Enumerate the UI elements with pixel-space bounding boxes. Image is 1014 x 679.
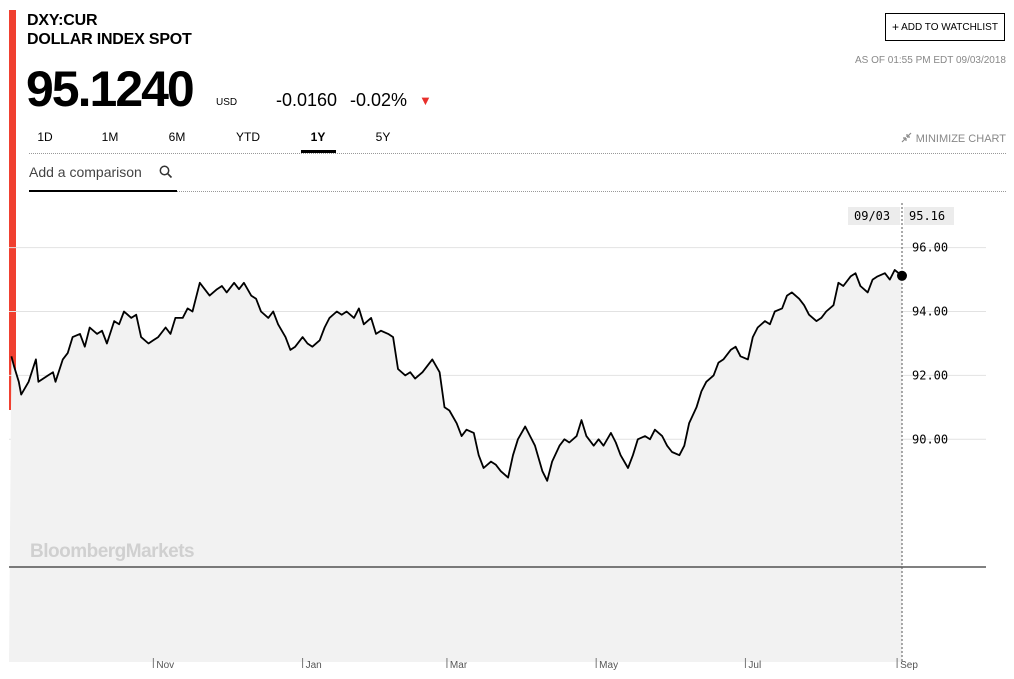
hover-date-box bbox=[848, 207, 900, 225]
minimize-chart-button[interactable]: MINIMIZE CHART bbox=[901, 132, 1006, 146]
price-change-percent: -0.02% bbox=[350, 90, 408, 110]
active-tab-indicator bbox=[301, 150, 336, 153]
x-tick-label: Nov bbox=[156, 660, 174, 671]
tab-5y[interactable]: 5Y bbox=[375, 130, 391, 144]
x-tick-label: Mar bbox=[450, 660, 468, 671]
hover-value: 95.16 bbox=[909, 209, 945, 223]
price-line bbox=[10, 269, 903, 482]
hover-date: 09/03 bbox=[854, 209, 890, 223]
ticker-symbol: DXY:CUR bbox=[27, 12, 98, 29]
add-to-watchlist-button[interactable]: + ADD TO WATCHLIST bbox=[885, 13, 1005, 41]
security-name: DOLLAR INDEX SPOT bbox=[27, 31, 192, 48]
minimize-icon bbox=[901, 132, 912, 146]
tab-1m[interactable]: 1M bbox=[101, 130, 119, 144]
comparison-search-input[interactable]: Add a comparison bbox=[29, 164, 177, 192]
y-tick-label: 90.00 bbox=[912, 432, 948, 446]
y-tick-label: 94.00 bbox=[912, 305, 948, 319]
y-tick-label: 96.00 bbox=[912, 241, 948, 255]
comparison-placeholder: Add a comparison bbox=[29, 164, 142, 180]
x-tick-label: May bbox=[599, 660, 618, 671]
comparison-divider bbox=[177, 191, 1006, 192]
tab-ytd[interactable]: YTD bbox=[236, 130, 260, 144]
add-to-watchlist-label: ADD TO WATCHLIST bbox=[901, 21, 998, 33]
accent-bar bbox=[9, 10, 16, 410]
tab-1d[interactable]: 1D bbox=[37, 130, 53, 144]
x-tick-label: Jul bbox=[748, 660, 761, 671]
tab-6m[interactable]: 6M bbox=[168, 130, 186, 144]
tab-1y[interactable]: 1Y bbox=[310, 130, 326, 144]
minimize-chart-label: MINIMIZE CHART bbox=[915, 133, 1006, 145]
y-tick-label: 92.00 bbox=[912, 368, 948, 382]
last-price-marker[interactable] bbox=[897, 270, 907, 281]
down-arrow-icon: ▼ bbox=[419, 93, 432, 108]
price-change: -0.0160 bbox=[276, 90, 338, 110]
search-icon[interactable] bbox=[159, 165, 173, 179]
price-chart[interactable]: BloombergMarkets 09/03 95.16 96.0094.009… bbox=[0, 195, 1014, 679]
x-tick-label: Sep bbox=[900, 660, 918, 671]
x-axis-labels: Nov Jan Mar May Jul Sep bbox=[152, 658, 918, 671]
hover-value-box bbox=[904, 207, 954, 225]
y-axis-labels: 96.00 94.00 92.00 90.00 bbox=[912, 241, 948, 447]
price-area bbox=[9, 270, 902, 662]
bloomberg-watermark: BloombergMarkets bbox=[30, 541, 194, 562]
last-price: 95.1240 bbox=[26, 61, 195, 117]
plus-icon: + bbox=[892, 20, 900, 34]
as-of-timestamp: AS OF 01:55 PM EDT 09/03/2018 bbox=[854, 55, 1006, 66]
x-tick-label: Jan bbox=[306, 660, 322, 671]
currency-label: USD bbox=[216, 97, 238, 108]
tabs-divider bbox=[29, 153, 1006, 154]
